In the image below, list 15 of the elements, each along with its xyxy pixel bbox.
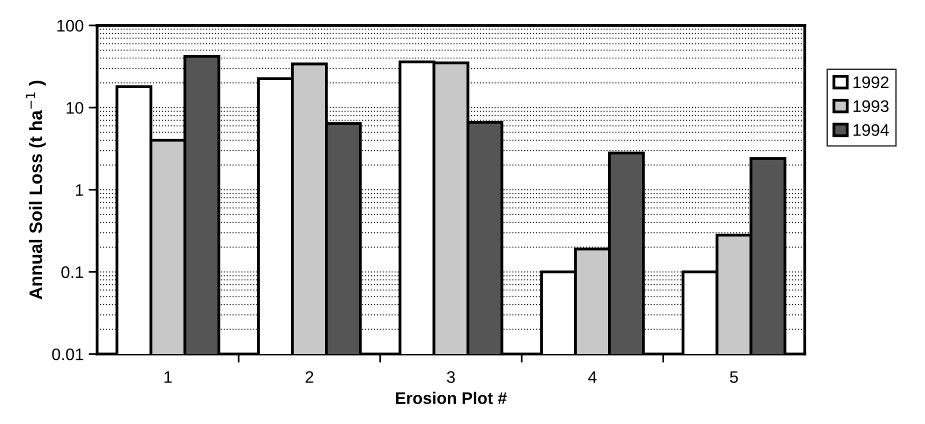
y-tick-label: 1 <box>76 184 84 196</box>
x-tick-label: 3 <box>446 371 455 383</box>
x-tick-label: 2 <box>306 371 314 383</box>
x-tick-label: 5 <box>730 371 738 383</box>
y-axis-title: Annual Soil Loss (t ha$^{−1}$ ) <box>26 80 46 300</box>
legend-label: 1992 <box>854 76 888 88</box>
y-tick-label: 0.01 <box>52 348 84 360</box>
y-tick-label: 10 <box>66 102 84 114</box>
legend-label: 1994 <box>854 124 889 136</box>
x-tick-label: 1 <box>164 371 172 383</box>
y-tick-label: 100 <box>57 20 84 32</box>
y-tick-label: 0.1 <box>61 266 84 278</box>
x-axis-title: Erosion Plot # <box>396 392 507 404</box>
legend-label: 1993 <box>854 100 889 112</box>
x-tick-label: 4 <box>588 371 597 383</box>
